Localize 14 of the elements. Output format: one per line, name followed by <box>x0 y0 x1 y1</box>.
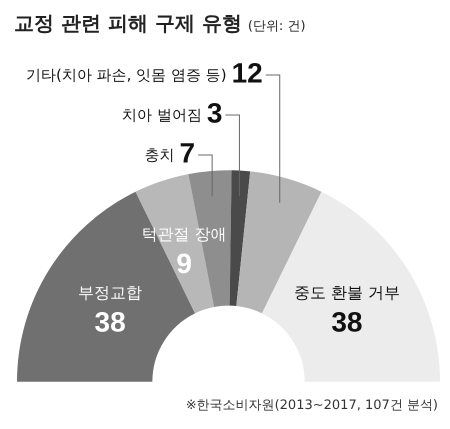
slice-label: 치아 벌어짐 <box>122 106 202 124</box>
slice-label: 기타(치아 파손, 잇몸 염증 등) <box>26 66 227 84</box>
data-label: 12 <box>232 58 263 89</box>
slice-label: 중도 환불 거부 <box>294 283 400 302</box>
slice-label: 부정교합 <box>78 283 142 302</box>
data-label: 9 <box>176 248 192 280</box>
chart-subtitle: (단위: 건) <box>248 19 306 34</box>
data-label: 38 <box>94 306 126 338</box>
chart-title: 교정 관련 피해 구제 유형 <box>14 11 242 35</box>
text: ※한국소비자원(2013~2017, 107건 분석) <box>186 397 438 414</box>
data-label: 3 <box>206 98 222 129</box>
data-label: 38 <box>331 306 363 338</box>
data-label: 7 <box>180 138 196 169</box>
slice-label: 충치 <box>144 146 175 164</box>
